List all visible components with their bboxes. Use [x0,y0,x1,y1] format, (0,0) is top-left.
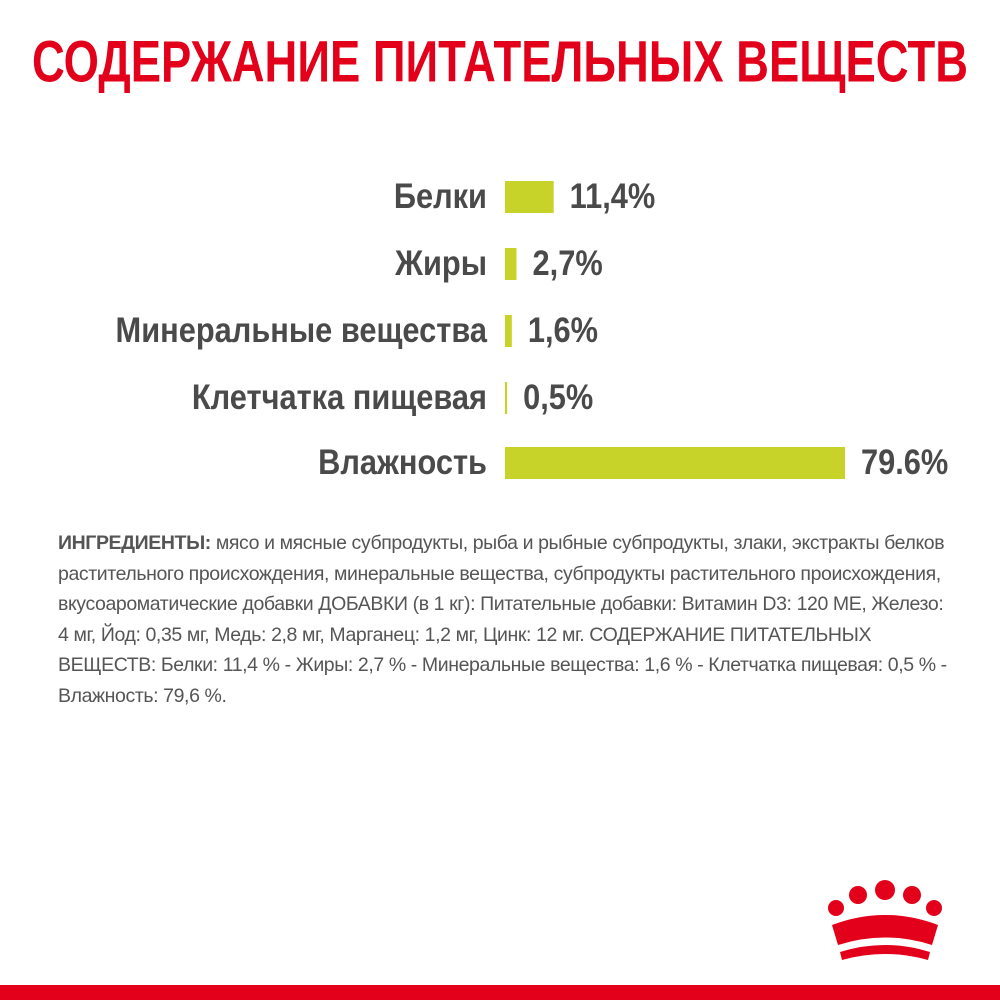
bottom-stripe [0,985,1000,1000]
category-label: Влажность [318,442,487,481]
bar [505,382,508,414]
chart-title: СОДЕРЖАНИЕ ПИТАТЕЛЬНЫХ ВЕЩЕСТВ [32,29,968,94]
ingredients: ИНГРЕДИЕНТЫ: мясо и мясные субпродукты, … [58,528,958,711]
bar [505,248,517,280]
value-label: 79.6% [861,442,948,481]
bar [505,181,554,213]
category-label: Минеральные вещества [116,310,488,349]
value-label: 2,7% [533,243,603,282]
category-label: Клетчатка пищевая [192,377,487,416]
category-label: Жиры [394,243,487,282]
logo [828,880,942,960]
bar [505,447,845,479]
bar [505,315,512,347]
value-label: 0,5% [523,377,593,416]
ingredients-label: ИНГРЕДИЕНТЫ: [58,532,211,554]
value-label: 11,4% [570,176,656,215]
category-label: Белки [394,176,487,215]
ingredients-text: мясо и мясные субпродукты, рыба и рыбные… [58,532,947,707]
value-label: 1,6% [528,310,598,349]
